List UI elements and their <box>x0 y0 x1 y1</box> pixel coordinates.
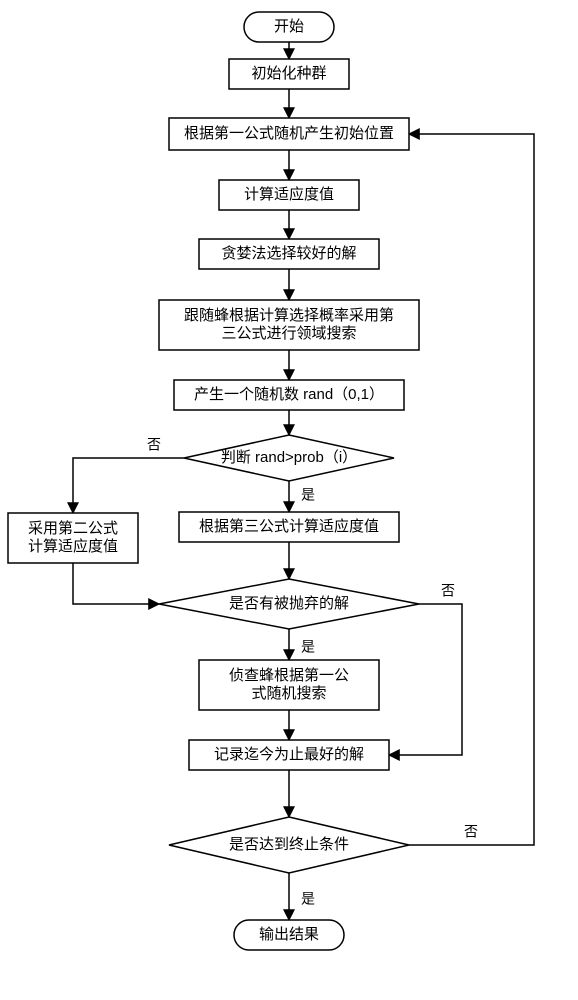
node-label: 产生一个随机数 rand（0,1） <box>194 386 384 403</box>
edges-layer: 是否是否是否 <box>73 42 534 920</box>
node-dec2: 是否有被抛弃的解 <box>159 579 419 629</box>
node-scout: 侦查蜂根据第一公式随机搜索 <box>199 660 379 710</box>
node-follow: 跟随蜂根据计算选择概率采用第三公式进行领域搜索 <box>159 300 419 350</box>
node-label: 开始 <box>274 18 304 35</box>
edge-label: 否 <box>464 824 478 840</box>
edge-label: 否 <box>147 437 161 453</box>
node-label: 记录迄今为止最好的解 <box>214 746 364 763</box>
edge-label: 是 <box>301 639 315 655</box>
node-label: 计算适应度值 <box>244 185 334 203</box>
node-label: 是否有被抛弃的解 <box>229 595 349 612</box>
node-end: 输出结果 <box>234 920 344 950</box>
node-label: 判断 rand>prob（i） <box>221 449 357 466</box>
node-greedy: 贪婪法选择较好的解 <box>199 239 379 269</box>
edge-label: 否 <box>441 583 455 599</box>
node-calc3: 根据第三公式计算适应度值 <box>179 512 399 542</box>
node-label: 三公式进行领域搜索 <box>221 325 356 342</box>
edge <box>73 563 159 604</box>
edge <box>409 134 534 845</box>
edge-label: 是 <box>301 487 315 503</box>
node-label: 贪婪法选择较好的解 <box>221 244 356 262</box>
node-genInit: 根据第一公式随机产生初始位置 <box>169 118 409 150</box>
node-rand: 产生一个随机数 rand（0,1） <box>174 380 404 410</box>
node-record: 记录迄今为止最好的解 <box>189 740 389 770</box>
node-label: 跟随蜂根据计算选择概率采用第 <box>184 306 394 324</box>
node-label: 输出结果 <box>259 926 319 943</box>
node-label: 根据第一公式随机产生初始位置 <box>184 124 394 142</box>
node-start: 开始 <box>244 12 334 42</box>
node-dec3: 是否达到终止条件 <box>169 817 409 873</box>
edge <box>73 458 184 513</box>
node-label: 根据第三公式计算适应度值 <box>199 517 379 535</box>
node-label: 初始化种群 <box>251 65 326 82</box>
node-init: 初始化种群 <box>229 59 349 89</box>
nodes-layer: 开始初始化种群根据第一公式随机产生初始位置计算适应度值贪婪法选择较好的解跟随蜂根… <box>8 12 419 950</box>
edge <box>389 604 462 755</box>
node-label: 式随机搜索 <box>251 685 326 702</box>
edge-label: 是 <box>301 891 315 907</box>
node-label: 是否达到终止条件 <box>229 836 349 853</box>
flowchart-diagram: 是否是否是否开始初始化种群根据第一公式随机产生初始位置计算适应度值贪婪法选择较好… <box>0 0 578 1000</box>
node-label: 计算适应度值 <box>28 537 118 555</box>
node-calc2: 采用第二公式计算适应度值 <box>8 513 138 563</box>
node-dec1: 判断 rand>prob（i） <box>184 435 394 481</box>
node-calcFit: 计算适应度值 <box>219 180 359 210</box>
node-label: 侦查蜂根据第一公 <box>229 666 349 684</box>
node-label: 采用第二公式 <box>28 519 118 537</box>
